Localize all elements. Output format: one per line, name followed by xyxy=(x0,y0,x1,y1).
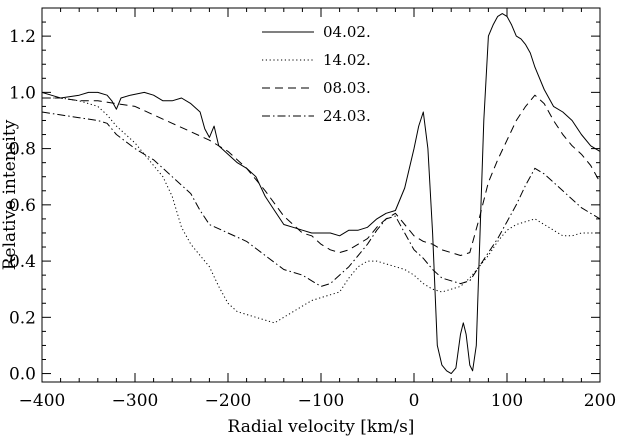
y-tick-label: 0.0 xyxy=(9,365,36,385)
x-tick-label: −100 xyxy=(298,391,345,411)
x-tick-label: −300 xyxy=(112,391,159,411)
series-line-3 xyxy=(42,94,601,256)
x-tick-label: 100 xyxy=(491,391,523,411)
x-tick-label: −200 xyxy=(205,391,252,411)
legend-label: 14.02. xyxy=(323,51,371,69)
legend-label: 24.03. xyxy=(323,107,371,125)
y-tick-label: 1.2 xyxy=(9,27,36,47)
y-tick-label: 0.8 xyxy=(9,140,36,160)
series-line-2 xyxy=(42,97,600,324)
y-tick-label: 1.0 xyxy=(9,83,36,103)
legend-label: 04.02. xyxy=(323,23,371,41)
series-line-1 xyxy=(41,13,601,375)
axis-ticks xyxy=(41,7,601,382)
x-tick-label: −400 xyxy=(19,391,66,411)
plot-frame xyxy=(41,7,601,383)
y-tick-label: 0.6 xyxy=(9,196,36,216)
y-tick-label: 0.2 xyxy=(9,308,36,328)
x-axis-label: Radial velocity [km/s] xyxy=(228,417,415,437)
y-tick-label: 0.4 xyxy=(9,252,36,272)
x-tick-label: 0 xyxy=(409,391,420,411)
y-axis-label: Relative intensity xyxy=(0,119,20,270)
series-layer xyxy=(41,13,601,375)
legend-label: 08.03. xyxy=(323,79,371,97)
series-line-4 xyxy=(41,111,601,287)
axis-tick-labels: −400 −300 −200 −100 0 100 200 0.0 0.2 0.4 0.6 0.8 1.… xyxy=(9,27,616,411)
legend: 04.02. 14.02. 08.03. 24.03. xyxy=(262,23,371,125)
x-tick-label: 200 xyxy=(584,391,616,411)
